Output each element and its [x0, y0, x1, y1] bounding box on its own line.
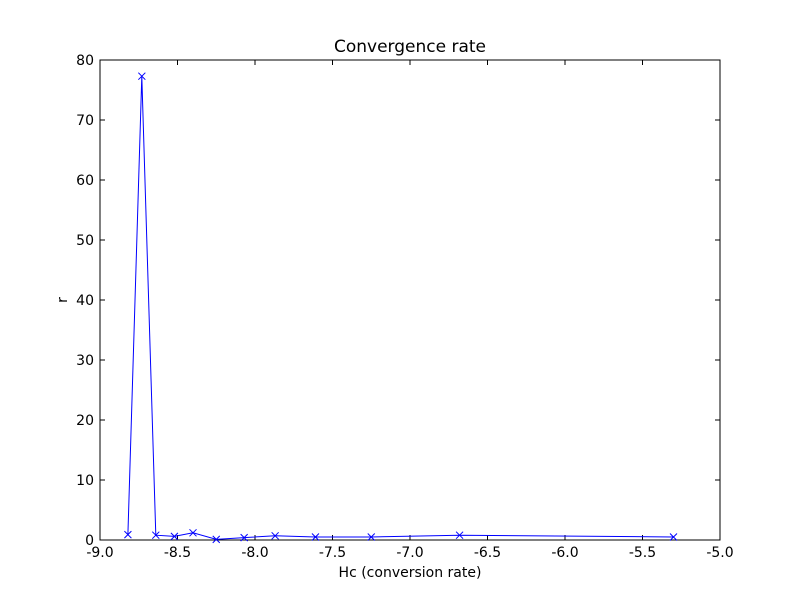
y-tick-label: 0 [85, 533, 94, 549]
y-tick-label: 80 [76, 53, 94, 69]
chart-title: Convergence rate [334, 37, 486, 57]
y-tick-label: 50 [76, 233, 94, 249]
data-point [212, 535, 221, 544]
data-point [367, 533, 376, 541]
y-tick-label: 60 [76, 173, 94, 189]
data-point [311, 533, 320, 541]
plot-area: -9.0 -8.5 -8.0 -7.5 -7.0 -6.5 -6.0 -5.5 -5.0 0 10 2… [76, 53, 733, 561]
y-tick-label: 20 [76, 413, 94, 429]
x-axis-label: Hc (conversion rate) [339, 565, 482, 581]
x-tick-label: -6.5 [474, 545, 501, 561]
series-line [127, 76, 674, 540]
y-tick-label: 10 [76, 473, 94, 489]
x-tick-label: -8.0 [241, 545, 268, 561]
x-tick-label: -7.5 [319, 545, 346, 561]
x-tick-label: -9.0 [86, 545, 113, 561]
x-tick-label: -8.5 [164, 545, 191, 561]
x-tick-label: -5.5 [629, 545, 656, 561]
y-axis-label: r [55, 297, 71, 303]
data-point [455, 531, 464, 540]
y-tick-label: 70 [76, 113, 94, 129]
y-tick-label: 40 [76, 293, 94, 309]
x-tick-label: -6.0 [551, 545, 578, 561]
x-tick-label: -5.0 [706, 545, 733, 561]
y-tick-label: 30 [76, 353, 94, 369]
data-point [170, 532, 179, 541]
data-point [669, 533, 678, 541]
data-point [189, 528, 197, 537]
data-point [137, 72, 146, 81]
data-point [240, 533, 249, 542]
data-point [124, 530, 132, 539]
x-tick-label: -7.0 [396, 545, 423, 561]
data-point [151, 531, 160, 540]
data-point [271, 531, 280, 540]
